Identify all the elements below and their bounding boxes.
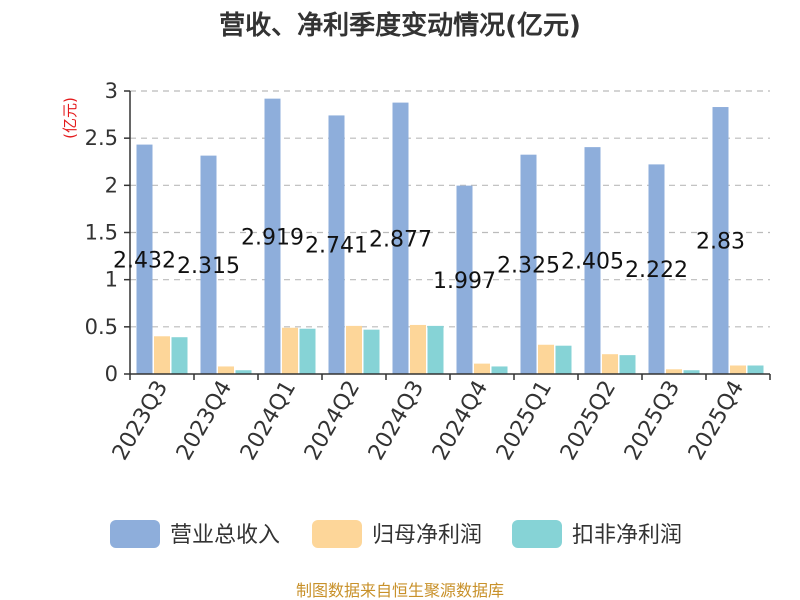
- bar-series-2-2024Q2: [363, 329, 380, 374]
- data-label-revenue-2024Q3: 2.877: [369, 227, 432, 252]
- x-tick-label: 2023Q4: [172, 377, 237, 465]
- bar-series-0-2023Q4: [200, 155, 217, 374]
- y-tick-label: 3: [105, 79, 118, 103]
- bar-series-0-2025Q1: [520, 154, 537, 374]
- bar-series-1-2024Q1: [282, 327, 298, 374]
- legend-swatch-2[interactable]: [512, 520, 562, 548]
- data-label-revenue-2025Q3: 2.222: [625, 258, 688, 283]
- x-tick-label: 2025Q2: [556, 377, 621, 465]
- legend-label-1[interactable]: 归母净利润: [372, 523, 482, 548]
- chart-title: 营收、净利季度变动情况(亿元): [219, 10, 581, 41]
- bar-series-2-2025Q2: [619, 355, 636, 374]
- x-tick-label: 2024Q2: [300, 377, 365, 465]
- bar-series-1-2023Q3: [154, 336, 170, 374]
- legend-label-0[interactable]: 营业总收入: [170, 523, 280, 548]
- x-tick-label: 2023Q3: [108, 377, 173, 465]
- data-label-revenue-2025Q1: 2.325: [497, 253, 560, 278]
- bar-series-1-2023Q4: [218, 366, 234, 374]
- bar-series-1-2025Q4: [730, 365, 746, 374]
- y-tick-label: 1.5: [85, 221, 118, 245]
- source-note: 制图数据来自恒生聚源数据库: [296, 581, 504, 600]
- bar-series-1-2024Q3: [410, 324, 426, 374]
- x-tick-label: 2024Q4: [428, 377, 493, 465]
- y-axis-unit: (亿元): [61, 97, 79, 139]
- x-tick-label: 2024Q3: [364, 377, 429, 465]
- bar-series-2-2025Q3: [683, 370, 700, 374]
- y-tick-label: 2.5: [85, 126, 118, 150]
- y-tick-label: 2: [105, 173, 118, 197]
- bar-series-1-2025Q1: [538, 344, 554, 374]
- legend: 营业总收入 归母净利润 扣非净利润: [110, 520, 682, 548]
- bar-series-1-2024Q2: [346, 325, 362, 374]
- data-label-revenue-2023Q4: 2.315: [177, 254, 240, 279]
- bar-series-2-2024Q4: [491, 366, 508, 374]
- legend-swatch-1[interactable]: [312, 520, 362, 548]
- bar-series-0-2024Q4: [456, 185, 473, 374]
- data-label-revenue-2024Q4: 1.997: [433, 269, 496, 294]
- bar-series-0-2024Q2: [328, 115, 345, 374]
- bar-series-0-2025Q3: [648, 164, 665, 374]
- bars: [136, 98, 764, 375]
- bar-series-2-2024Q1: [299, 328, 316, 374]
- data-label-revenue-2025Q2: 2.405: [561, 250, 624, 275]
- bar-series-0-2025Q2: [584, 147, 601, 374]
- bar-series-0-2023Q3: [136, 144, 153, 374]
- x-tick-label: 2025Q3: [620, 377, 685, 465]
- bar-series-1-2024Q4: [474, 363, 490, 374]
- legend-swatch-0[interactable]: [110, 520, 160, 548]
- bar-series-0-2025Q4: [712, 107, 729, 374]
- bar-series-2-2023Q3: [171, 337, 188, 374]
- data-label-revenue-2023Q3: 2.432: [113, 248, 176, 273]
- y-tick-label: 0: [105, 362, 118, 386]
- data-label-revenue-2024Q2: 2.741: [305, 234, 368, 259]
- bar-series-2-2025Q1: [555, 345, 572, 374]
- x-tick-label: 2024Q1: [236, 377, 301, 465]
- data-label-revenue-2025Q4: 2.83: [696, 230, 745, 255]
- bar-series-2-2023Q4: [235, 370, 252, 374]
- x-tick-label: 2025Q4: [684, 377, 749, 465]
- y-tick-label: 0.5: [85, 315, 118, 339]
- bar-series-0-2024Q3: [392, 102, 409, 374]
- legend-label-2[interactable]: 扣非净利润: [572, 523, 682, 548]
- bar-series-2-2025Q4: [747, 365, 764, 374]
- bar-series-2-2024Q3: [427, 325, 444, 374]
- y-tick-label: 1: [105, 268, 118, 292]
- data-label-revenue-2024Q1: 2.919: [241, 225, 304, 250]
- bar-series-1-2025Q3: [666, 369, 682, 374]
- x-tick-label: 2025Q1: [492, 377, 557, 465]
- bar-series-0-2024Q1: [264, 98, 281, 375]
- bar-series-1-2025Q2: [602, 354, 618, 374]
